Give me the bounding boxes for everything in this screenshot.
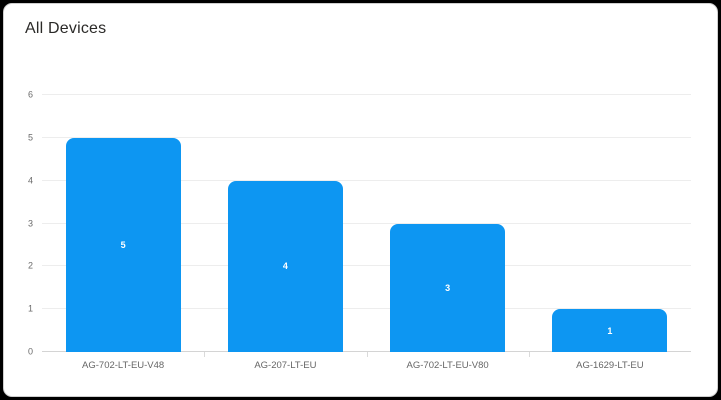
x-axis-tick-mark xyxy=(204,352,206,357)
bar-AG-207-LT-EU[interactable]: 4 xyxy=(227,180,343,352)
x-axis-line xyxy=(42,351,691,352)
bar-AG-702-LT-EU-V48[interactable]: 5 xyxy=(65,137,181,352)
chart-title: All Devices xyxy=(25,20,107,37)
bar-chart-plot-area: 0 1 2 3 4 5 6 5 AG-702-LT-EU-V48 4 AG-207-LT-EU 3 AG… xyxy=(28,90,691,371)
y-axis-tick-label: 4 xyxy=(27,175,33,186)
bar-AG-1629-LT-EU[interactable]: 1 xyxy=(552,309,668,352)
x-axis-tick-mark xyxy=(528,352,530,357)
bar-value-label: 5 xyxy=(120,239,126,250)
x-axis-category-label: AG-207-LT-EU xyxy=(254,360,317,371)
x-axis-tick-mark xyxy=(366,352,368,357)
gridline-y-4 xyxy=(42,179,691,181)
gridline-y-1 xyxy=(42,308,691,310)
gridline-y-6 xyxy=(42,94,691,95)
x-axis-category-label: AG-702-LT-EU-V48 xyxy=(82,360,165,371)
y-axis-tick-label: 0 xyxy=(27,346,33,357)
bar-AG-702-LT-EU-V80[interactable]: 3 xyxy=(390,223,506,352)
gridline-y-5 xyxy=(42,136,691,138)
x-axis-category-label: AG-1629-LT-EU xyxy=(576,360,644,371)
y-axis-tick-label: 5 xyxy=(27,132,33,143)
x-axis-category-label: AG-702-LT-EU-V80 xyxy=(406,360,489,371)
y-axis-tick-label: 6 xyxy=(27,89,33,100)
y-axis-tick-label: 2 xyxy=(27,260,33,271)
gridline-y-2 xyxy=(42,265,691,267)
gridline-y-3 xyxy=(42,222,691,224)
y-axis-tick-label: 1 xyxy=(27,303,33,314)
y-axis-tick-label: 3 xyxy=(27,218,33,228)
bar-value-label: 1 xyxy=(607,325,613,336)
bar-value-label: 3 xyxy=(445,282,451,293)
bar-value-label: 4 xyxy=(282,261,288,272)
dashboard-card: All Devices 0 1 2 3 4 5 6 5 AG-702-LT-EU-V48 4 AG-… xyxy=(3,3,718,397)
